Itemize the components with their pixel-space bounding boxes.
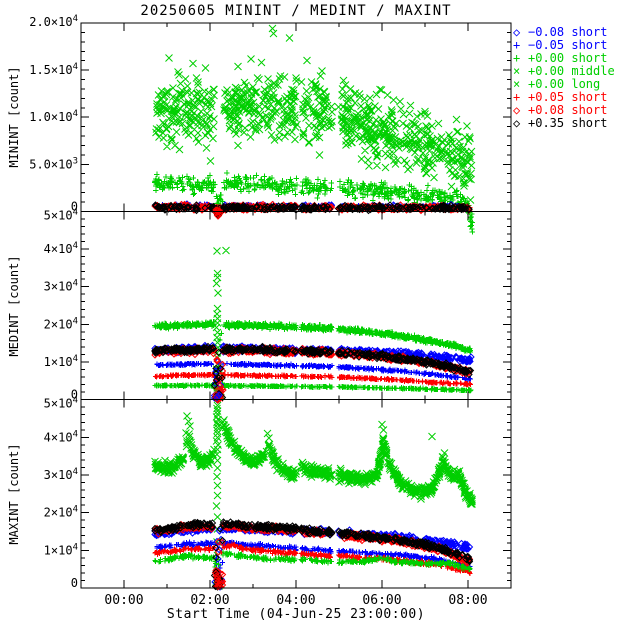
y-tick-label: 1.0×104 bbox=[29, 109, 78, 124]
legend-item: + +0.00 short bbox=[513, 52, 615, 65]
diamond-marker-icon: ◇ bbox=[513, 103, 521, 117]
series-dip-cluster-red bbox=[212, 206, 224, 220]
y-tick-label: 5×104 bbox=[44, 208, 78, 223]
legend-label: +0.35 short bbox=[528, 116, 608, 130]
panel-frame-and-ticks bbox=[80, 399, 512, 589]
plot-legend: ◇ −0.08 short + −0.05 short + +0.00 short × +0.… bbox=[513, 26, 615, 130]
legend-item: × +0.00 middle bbox=[513, 65, 615, 78]
panel-maxint: 0 1×104 2×104 3×104 4×104 5×104 00:00 02:00 04:0… bbox=[44, 396, 512, 608]
legend-label: +0.00 short bbox=[528, 51, 608, 65]
y-tick-label: 1.5×104 bbox=[29, 62, 78, 77]
y-tick-label: 0 bbox=[71, 388, 78, 402]
x-marker-icon: × bbox=[513, 77, 521, 91]
legend-item: ◇ +0.35 short bbox=[513, 117, 615, 130]
plus-marker-icon: + bbox=[513, 38, 521, 52]
legend-label: +0.00 long bbox=[528, 77, 601, 91]
x-marker-icon: × bbox=[513, 64, 521, 78]
series-cloud-outliers bbox=[165, 24, 348, 97]
plot-title: 20250605 MININT / MEDINT / MAXINT bbox=[140, 3, 452, 19]
series-+0.00-middle bbox=[151, 416, 476, 508]
legend-item: ◇ −0.08 short bbox=[513, 26, 615, 39]
x-tick-label: 08:00 bbox=[448, 593, 487, 608]
y-tick-label: 4×104 bbox=[44, 241, 78, 256]
legend-item: + −0.05 short bbox=[513, 39, 615, 52]
y-tick-label: 0 bbox=[71, 576, 78, 590]
plus-marker-icon: + bbox=[513, 51, 521, 65]
diamond-marker-icon: ◇ bbox=[513, 25, 521, 39]
panel-minint: 0 5.0×103 1.0×104 1.5×104 2.0×104 bbox=[29, 14, 512, 235]
y-tick-label: 3×104 bbox=[44, 279, 78, 294]
y-tick-label: 4×104 bbox=[44, 430, 78, 445]
x-tick-label: 04:00 bbox=[276, 593, 315, 608]
legend-item: ◇ +0.08 short bbox=[513, 104, 615, 117]
diamond-marker-icon: ◇ bbox=[513, 116, 521, 130]
y-tick-label: 5.0×103 bbox=[29, 157, 78, 172]
y-tick-label: 2.0×104 bbox=[29, 14, 78, 29]
legend-item: × +0.00 long bbox=[513, 78, 615, 91]
legend-label: +0.00 middle bbox=[528, 64, 615, 78]
series-+0.35-short bbox=[151, 342, 475, 402]
series--0.05-short bbox=[154, 361, 473, 402]
legend-label: +0.08 short bbox=[528, 103, 608, 117]
plus-marker-icon: + bbox=[513, 90, 521, 104]
x-axis-title: Start Time (04-Jun-25 23:00:00) bbox=[166, 607, 426, 622]
panel-medint: 0 1×104 2×104 3×104 4×104 5×104 bbox=[44, 208, 512, 404]
y-tick-label: 2×104 bbox=[44, 317, 78, 332]
legend-label: −0.05 short bbox=[528, 38, 608, 52]
series-+0.00-long bbox=[152, 319, 473, 401]
y-tick-label: 5×104 bbox=[44, 396, 78, 411]
legend-label: +0.05 short bbox=[528, 90, 608, 104]
x-tick-label: 06:00 bbox=[362, 593, 401, 608]
y-tick-label: 1×104 bbox=[44, 354, 78, 369]
y-tick-label: 1×104 bbox=[44, 543, 78, 558]
x-tick-label: 02:00 bbox=[190, 593, 229, 608]
series-+0.00-long bbox=[152, 72, 476, 204]
y-tick-label: 2×104 bbox=[44, 505, 78, 520]
legend-label: −0.08 short bbox=[528, 25, 608, 39]
y-tick-label: 3×104 bbox=[44, 467, 78, 482]
legend-item: + +0.05 short bbox=[513, 91, 615, 104]
y-tick-label: 0 bbox=[71, 200, 78, 214]
x-tick-label: 00:00 bbox=[104, 593, 143, 608]
series-+0.00-short bbox=[152, 382, 474, 401]
series-+0.00-middle-spike bbox=[212, 401, 222, 583]
series-+0.35-short bbox=[151, 518, 474, 591]
series-cloud-outliers bbox=[161, 412, 449, 465]
